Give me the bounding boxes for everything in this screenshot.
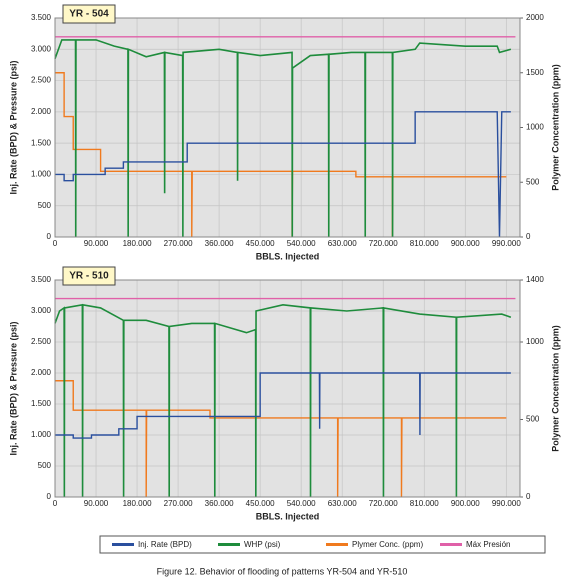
- x-tick-label: 270.000: [164, 239, 193, 248]
- x-tick-label: 630.000: [328, 499, 357, 508]
- x-tick-label: 630.000: [328, 239, 357, 248]
- plot-area: [54, 17, 521, 238]
- x-tick-label: 720.000: [369, 239, 398, 248]
- x-tick-label: 90.000: [84, 499, 109, 508]
- legend-box: [99, 535, 546, 554]
- y-tick-label: 0: [47, 232, 52, 241]
- x-tick-label: 810.000: [410, 499, 439, 508]
- plot-area: [54, 279, 521, 498]
- y-tick-label: 1.500: [31, 138, 52, 147]
- x-tick-label: 540.000: [287, 499, 316, 508]
- x-tick-label: 810.000: [410, 239, 439, 248]
- y-tick-label: 3.000: [31, 44, 52, 53]
- y2-tick-label: 0: [526, 492, 531, 501]
- chart-title: YR - 510: [69, 271, 109, 282]
- y2-axis-label: Polymer Concentration (ppm): [550, 325, 560, 452]
- y2-tick-label: 500: [526, 177, 540, 186]
- y-tick-label: 500: [38, 201, 52, 210]
- y-axis-label: Inj. Rate (BPD) & Pressure (psi): [8, 60, 18, 194]
- series-line: [54, 303, 512, 498]
- x-tick-label: 180.000: [123, 499, 152, 508]
- x-tick-label: 450.000: [246, 239, 275, 248]
- caption: Figure 12. Behavior of flooding of patte…: [157, 566, 408, 576]
- x-axis-label: BBLS. Injected: [256, 251, 320, 261]
- x-tick-label: 0: [53, 239, 58, 248]
- x-tick-label: 540.000: [287, 239, 316, 248]
- y2-tick-label: 1500: [526, 68, 544, 77]
- y-tick-label: 0: [47, 492, 52, 501]
- y-tick-label: 1.000: [31, 430, 52, 439]
- y-tick-label: 3.500: [31, 275, 52, 284]
- x-axis-label: BBLS. Injected: [256, 511, 320, 521]
- legend-label: Inj. Rate (BPD): [138, 540, 192, 549]
- y2-tick-label: 1000: [526, 337, 544, 346]
- y-tick-label: 2.000: [31, 368, 52, 377]
- x-tick-label: 900.000: [451, 499, 480, 508]
- y2-tick-label: 1400: [526, 275, 544, 284]
- y-tick-label: 2.000: [31, 107, 52, 116]
- legend-label: Máx Presión: [466, 540, 510, 549]
- y2-tick-label: 0: [526, 232, 531, 241]
- series-line: [54, 39, 512, 238]
- y2-tick-label: 500: [526, 415, 540, 424]
- series-line: [55, 111, 511, 238]
- y-tick-label: 500: [38, 461, 52, 470]
- x-tick-label: 360.000: [205, 239, 234, 248]
- x-tick-label: 270.000: [164, 499, 193, 508]
- series-line: [55, 372, 511, 439]
- y2-tick-label: 1000: [526, 123, 544, 132]
- x-tick-label: 990.000: [492, 239, 521, 248]
- legend-label: WHP (psi): [244, 540, 281, 549]
- x-tick-label: 450.000: [246, 499, 275, 508]
- x-tick-label: 990.000: [492, 499, 521, 508]
- x-tick-label: 900.000: [451, 239, 480, 248]
- x-tick-label: 90.000: [84, 239, 109, 248]
- y-tick-label: 1.000: [31, 170, 52, 179]
- y-tick-label: 2.500: [31, 76, 52, 85]
- y-tick-label: 3.500: [31, 13, 52, 22]
- title-box: [62, 266, 116, 286]
- x-tick-label: 0: [53, 499, 58, 508]
- title-box: [62, 4, 116, 24]
- plot-frame: [54, 279, 521, 498]
- series-line: [55, 380, 507, 498]
- x-tick-label: 720.000: [369, 499, 398, 508]
- y-tick-label: 2.500: [31, 337, 52, 346]
- y-axis-label: Inj. Rate (BPD) & Pressure (psi): [8, 321, 18, 455]
- x-tick-label: 180.000: [123, 239, 152, 248]
- x-tick-label: 360.000: [205, 499, 234, 508]
- y-tick-label: 3.000: [31, 306, 52, 315]
- y-tick-label: 1.500: [31, 399, 52, 408]
- y2-tick-label: 2000: [526, 13, 544, 22]
- legend-label: Plymer Conc. (ppm): [352, 540, 423, 549]
- plot-frame: [54, 17, 521, 238]
- y2-axis-label: Polymer Concentration (ppm): [550, 64, 560, 191]
- chart-title: YR - 504: [69, 9, 109, 20]
